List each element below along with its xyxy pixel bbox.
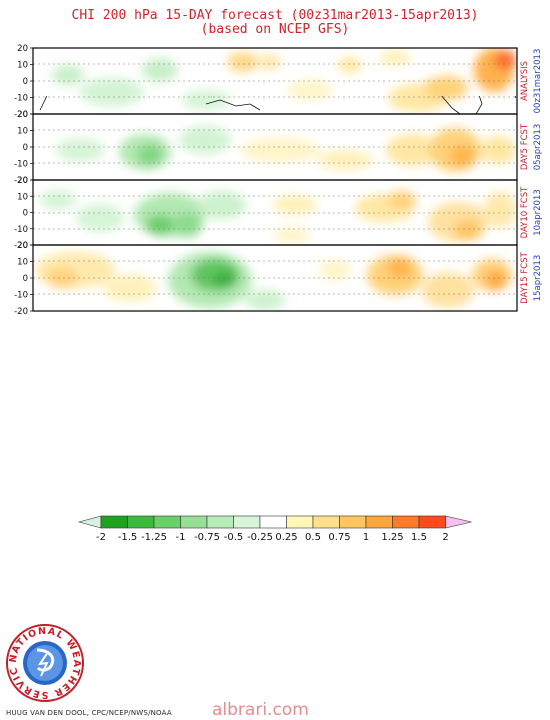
lat-tick-label: -20 [14,241,28,251]
colorbar-swatch [127,515,155,529]
lat-tick-label: -20 [14,307,28,317]
colorbar-swatch [392,515,420,529]
lat-tick-label: 10 [17,61,28,71]
colorbar-tick-label: 0.25 [275,532,297,543]
dashed-contours [33,63,517,295]
lat-tick-label: -10 [14,225,28,235]
panel-label-type: ANALYSIS [520,61,530,101]
colorbar-swatch [365,515,393,529]
lat-tick-label: 0 [23,77,28,87]
chi-field-day5 [56,126,516,172]
lat-tick-label: 0 [23,274,28,284]
colorbar-swatch [339,515,367,529]
colorbar-tick-label: -2 [96,532,106,543]
colorbar-swatch [206,515,234,529]
coastlines [39,96,517,115]
lat-tick-label: 10 [17,192,28,202]
colorbar-tick-label: 1 [363,532,369,543]
colorbar-tick-label: -0.25 [247,532,273,543]
panel-label-type: DAY15 FCST [520,251,530,303]
lat-tick-label: -20 [14,176,28,186]
panel-label-type: DAY5 FCST [520,123,530,170]
panel-label-date: 10apr2013 [533,189,543,236]
colorbar-swatch [233,515,261,529]
colorbar-tick-label: -1.5 [118,532,138,543]
lat-tick-label: 0 [23,209,28,219]
colorbar-swatch [312,515,340,529]
lat-tick-label: 10 [17,127,28,137]
lat-tick-label: 20 [17,176,28,186]
panel-label-date: 05apr2013 [533,124,543,171]
lat-tick-label: -10 [14,94,28,104]
colorbar-swatch [286,515,314,529]
colorbar-tick-label: -0.5 [224,532,244,543]
colorbar-swatch [153,515,181,529]
lat-tick-label: 20 [17,241,28,251]
colorbar-swatch [259,515,287,529]
colorbar-tick-label: 2 [442,532,448,543]
chi-field-day10 [40,190,516,243]
panel-day10 [33,180,517,245]
panel-label-type: DAY10 FCST [520,186,530,238]
colorbar-swatch [100,515,128,529]
map-subtitle: (based on NCEP GFS) [200,22,350,37]
lat-tick-label: 10 [17,258,28,268]
panel-label-date: 00z31mar2013 [533,49,543,114]
lat-tick-label: 20 [17,44,28,54]
colorbar-tick-label: -0.75 [194,532,220,543]
colorbar-tick-label: 0.5 [305,532,321,543]
colorbar-swatch [77,515,102,529]
colorbar-tick-label: 1.25 [381,532,403,543]
colorbar-tick-label: 1.5 [411,532,427,543]
colorbar-tick-label: 0.75 [328,532,350,543]
lat-tick-label: 0 [23,143,28,153]
colorbar-swatches [77,515,472,529]
lat-tick-label: -10 [14,291,28,301]
latitude-labels: 20100-10-2020100-10-2020100-10-2020100-1… [14,44,33,317]
lat-tick-label: -10 [14,160,28,170]
colorbar-swatch [180,515,208,529]
chi-field-day15 [35,252,512,310]
lat-tick-label: 20 [17,110,28,120]
colorbar-tick-label: -1 [176,532,186,543]
colorbar-tick-label: -1.25 [141,532,167,543]
panel-label-date: 15apr2013 [533,255,543,302]
nws-logo-icon: NATIONAL WEATHER SERVICE [4,622,84,702]
credit-text: HUUG VAN DEN DOOL, CPC/NCEP/NWS/NOAA [6,709,172,717]
watermark-text: albrari.com [212,700,309,720]
colorbar-swatch [445,515,472,529]
map-title: CHI 200 hPa 15-DAY forecast (00z31mar201… [71,8,479,23]
colorbar-labels: -2 -1.5 -1.25 -1 -0.75 -0.5 -0.25 0.25 0.5 0.75 1 1… [96,532,449,543]
colorbar-swatch [418,515,446,529]
lat-tick-label: -20 [14,110,28,120]
